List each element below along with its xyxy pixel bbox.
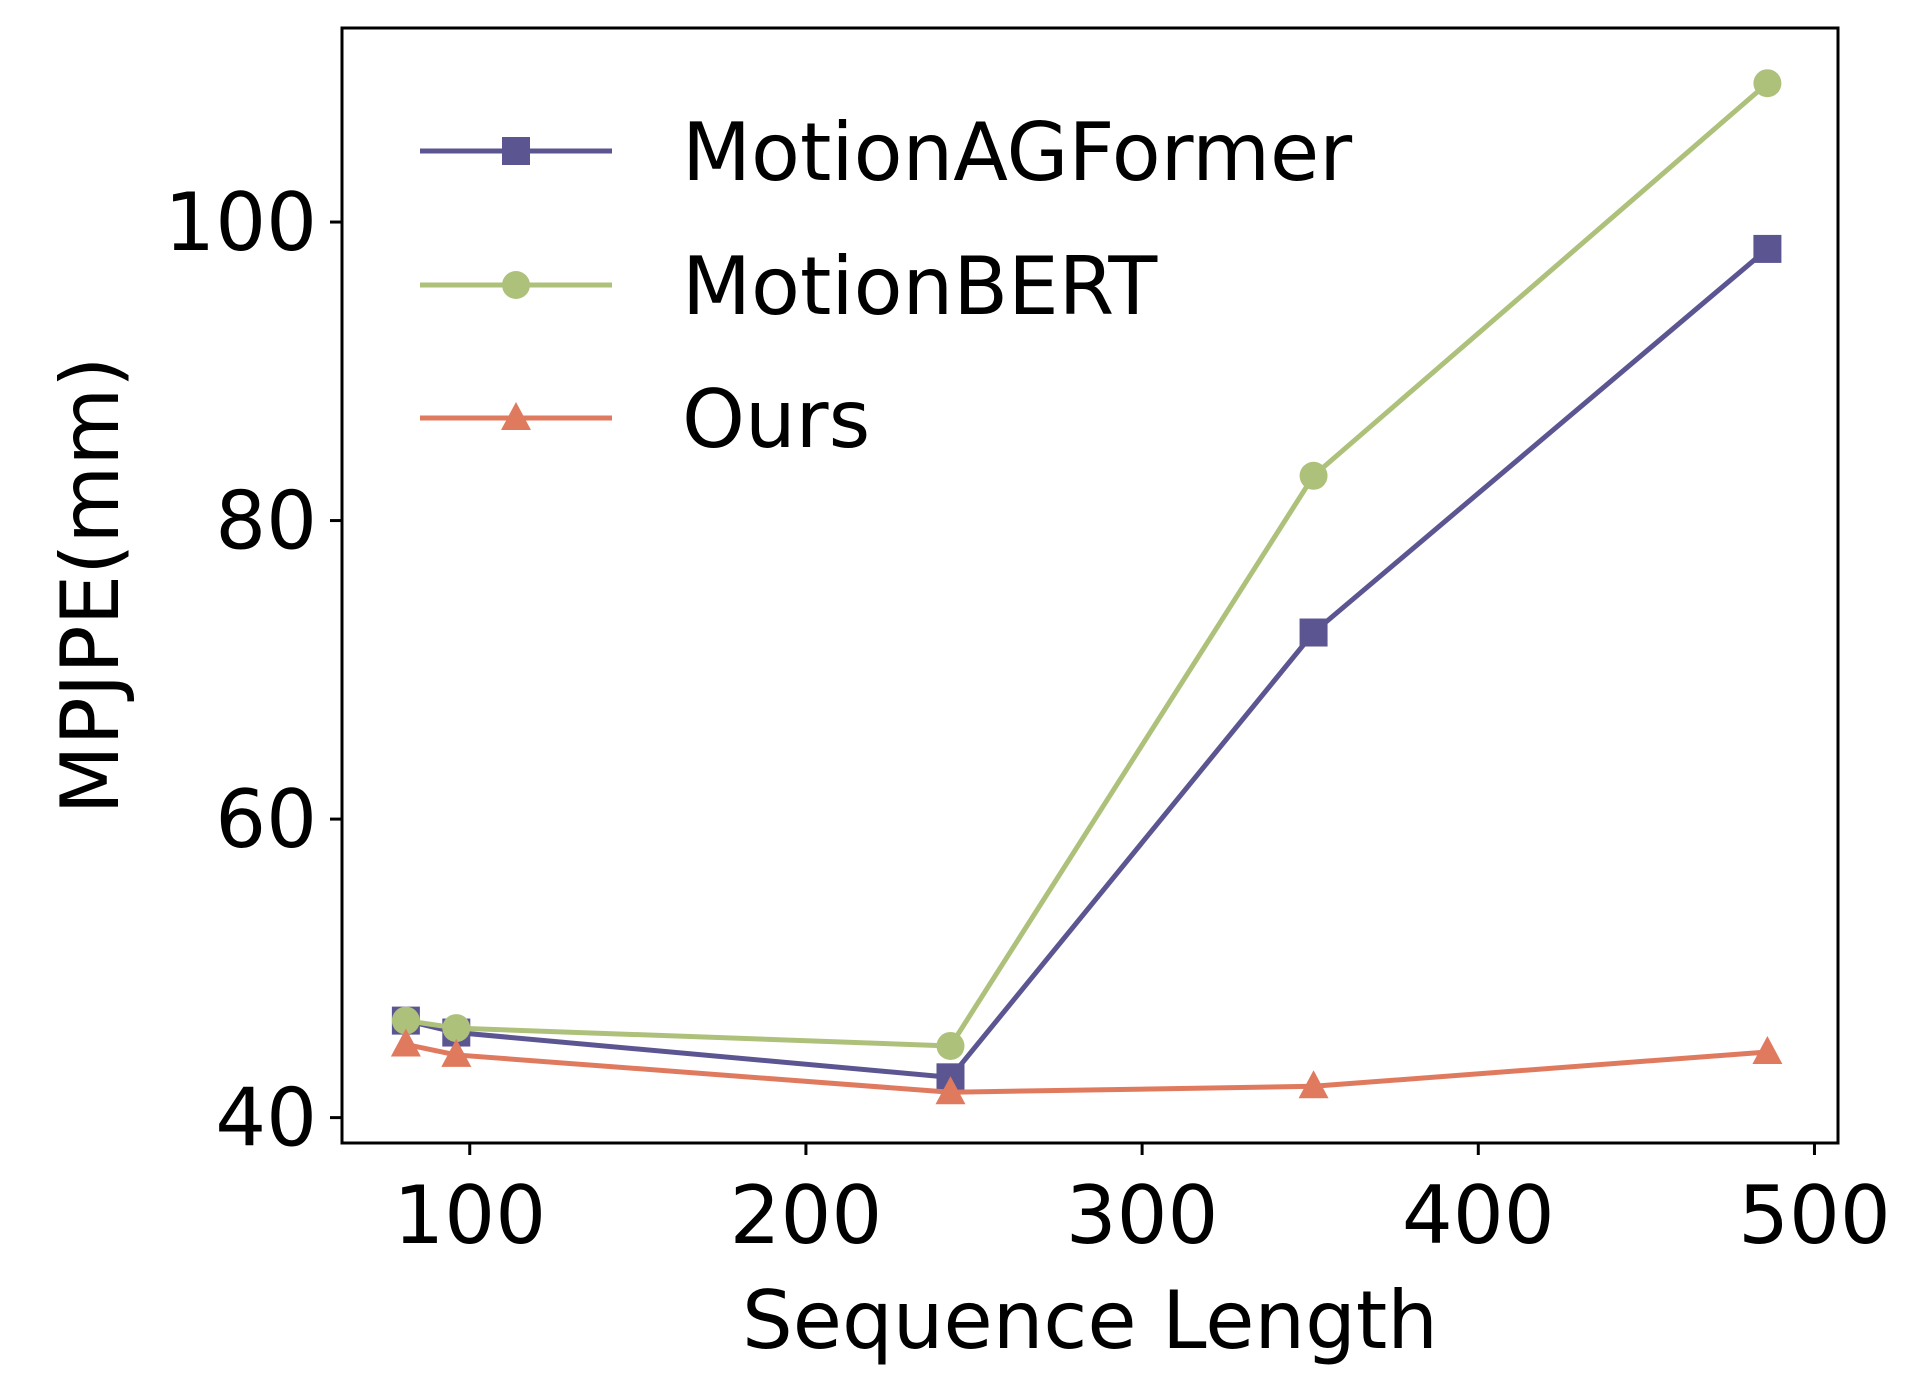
- legend-item-motionagformer: MotionAGFormer: [420, 106, 1352, 199]
- series-line-motionagformer: [405, 247, 1770, 1080]
- legend: MotionAGFormer MotionBERT Ours: [420, 106, 1352, 466]
- series-line-motionbert: [405, 81, 1770, 1049]
- data-point-motionagformer: [1299, 618, 1328, 647]
- data-point-motionbert: [936, 1031, 965, 1060]
- series-ours: [390, 1028, 1783, 1105]
- y-tick-label: 100: [164, 176, 317, 269]
- x-tick-label: 100: [393, 1169, 546, 1262]
- data-point-motionbert: [442, 1014, 471, 1043]
- legend-label: MotionBERT: [682, 240, 1158, 333]
- y-axis-title: MPJPE(mm): [44, 357, 137, 815]
- legend-marker: [501, 402, 531, 430]
- axes-layer: 100 200 300 400 500 40 60 80 100: [164, 176, 1891, 1262]
- x-axis-title: Sequence Length: [742, 1274, 1438, 1367]
- y-tick-label: 40: [215, 1072, 317, 1165]
- data-point-ours: [1752, 1035, 1783, 1064]
- x-tick-label: 200: [730, 1169, 883, 1262]
- y-tick-label: 80: [215, 475, 317, 568]
- data-point-ours: [1298, 1070, 1329, 1099]
- data-point-motionbert: [391, 1006, 420, 1035]
- x-tick-label: 400: [1402, 1169, 1555, 1262]
- legend-item-ours: Ours: [420, 373, 870, 466]
- series-line-ours: [405, 1042, 1768, 1095]
- legend-label: Ours: [682, 373, 870, 466]
- x-tick-label: 300: [1066, 1169, 1219, 1262]
- series-motionagformer: [391, 234, 1782, 1092]
- series-layer: [390, 69, 1783, 1105]
- plot-frame: [340, 26, 1840, 1145]
- series-motionbert: [391, 69, 1782, 1060]
- data-point-ours: [935, 1076, 966, 1105]
- legend-marker: [502, 137, 530, 165]
- data-point-motionagformer: [1753, 234, 1782, 263]
- data-point-motionbert: [1753, 69, 1782, 98]
- y-tick-label: 60: [215, 773, 317, 866]
- data-point-ours: [441, 1038, 472, 1067]
- data-point-motionbert: [1299, 461, 1328, 490]
- x-tick-label: 500: [1738, 1169, 1891, 1262]
- legend-item-motionbert: MotionBERT: [420, 240, 1158, 333]
- legend-marker: [502, 271, 530, 299]
- data-point-ours: [390, 1028, 421, 1057]
- legend-label: MotionAGFormer: [682, 106, 1352, 199]
